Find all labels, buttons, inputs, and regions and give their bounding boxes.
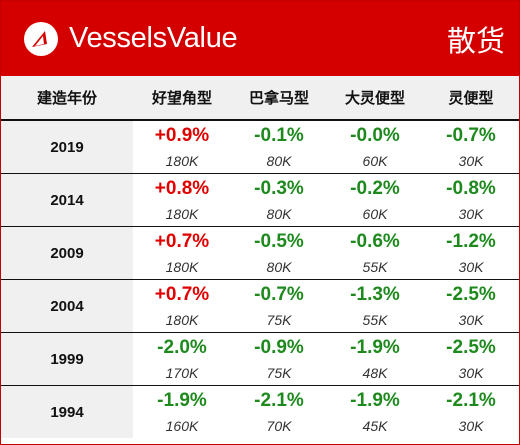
table-row: 2014 +0.8% -0.3% -0.2% -0.8% [1,174,519,227]
table-row: 1994 -1.9% -2.1% -1.9% -2.1% [1,386,519,438]
value-change-cell: -1.9% [350,389,400,411]
build-year-cell: 1999 [1,333,133,386]
column-header-handysize: 灵便型 [423,76,519,121]
vessel-size-cell: 55K [327,308,423,333]
vessel-size-cell: 30K [423,149,519,174]
brand-name: VesselsValue [69,22,238,54]
value-change-cell: -1.9% [350,336,400,358]
column-header-capesize: 好望角型 [133,76,231,121]
table-row-size: 170K 75K 48K 30K [1,361,519,386]
vessel-size-cell: 180K [133,308,231,333]
value-change-cell: -0.2% [350,177,400,199]
value-change-cell: -0.7% [446,124,496,146]
vessel-size-cell: 30K [458,418,484,434]
table-row-size: 180K 80K 60K 30K [1,202,519,227]
table-row-size: 180K 75K 55K 30K [1,308,519,333]
value-change-cell: -0.1% [254,124,304,146]
vessel-size-cell: 30K [423,255,519,280]
vessel-size-cell: 60K [327,149,423,174]
value-table: 建造年份 好望角型 巴拿马型 大灵便型 灵便型 2019 +0.9% -0.1% -0… [1,76,519,438]
value-change-cell: -1.9% [157,389,207,411]
table-header-row: 建造年份 好望角型 巴拿马型 大灵便型 灵便型 [1,76,519,121]
vessel-size-cell: 30K [423,361,519,386]
vessel-size-cell: 55K [327,255,423,280]
vessel-size-cell: 75K [231,308,327,333]
vessel-size-cell: 80K [231,202,327,227]
table-row-size: 180K 80K 55K 30K [1,255,519,280]
vessel-size-cell: 30K [423,308,519,333]
table-row: 2009 +0.7% -0.5% -0.6% -1.2% [1,227,519,280]
header-bar: VesselsValue 散货 [1,1,519,76]
value-change-cell: +0.9% [154,124,210,146]
vessel-size-cell: 48K [327,361,423,386]
column-header-build-year: 建造年份 [1,76,133,121]
vessel-size-cell: 180K [133,255,231,280]
value-change-cell: -2.0% [157,336,207,358]
build-year-cell: 2014 [1,174,133,227]
vessel-size-cell: 180K [133,202,231,227]
table-row-size: 180K 80K 60K 30K [1,149,519,174]
value-change-cell: -1.3% [350,283,400,305]
column-header-panamax: 巴拿马型 [231,76,327,121]
vessel-size-cell: 60K [327,202,423,227]
value-change-cell: -0.0% [350,124,400,146]
build-year-cell: 2009 [1,227,133,280]
value-change-cell: +0.7% [154,230,210,252]
build-year-cell: 2004 [1,280,133,333]
brand-logo: VesselsValue [23,21,238,57]
value-change-cell: -2.1% [446,389,496,411]
vesselsvalue-logo-icon [24,21,58,56]
value-change-cell: -0.3% [254,177,304,199]
value-change-cell: -2.5% [446,336,496,358]
table-row: 2019 +0.9% -0.1% -0.0% -0.7% [1,121,519,174]
vessel-size-cell: 75K [231,361,327,386]
value-change-cell: +0.8% [154,177,210,199]
table-row: 2004 +0.7% -0.7% -1.3% -2.5% [1,280,519,333]
value-change-cell: -0.5% [254,230,304,252]
column-header-supramax: 大灵便型 [327,76,423,121]
vessel-size-cell: 160K [165,418,199,434]
table-row: 1999 -2.0% -0.9% -1.9% -2.5% [1,333,519,386]
value-change-cell: -0.6% [350,230,400,252]
value-change-cell: -2.5% [446,283,496,305]
vessel-size-cell: 180K [133,149,231,174]
vessel-size-cell: 80K [231,149,327,174]
value-change-cell: -0.9% [254,336,304,358]
value-change-cell: -2.1% [254,389,304,411]
category-title: 散货 [446,25,505,58]
vessel-size-cell: 45K [362,418,388,434]
value-change-cell: -0.7% [254,283,304,305]
table-row-size: 160K 70K 45K 30K [1,414,519,438]
build-year-cell: 2019 [1,121,133,174]
build-year-cell: 1994 [1,386,133,438]
vessel-size-cell: 30K [423,202,519,227]
value-change-cell: +0.7% [154,283,210,305]
value-change-cell: -1.2% [446,230,496,252]
table-body: 2019 +0.9% -0.1% -0.0% -0.7% 180K 80K 60K 30K 201… [1,121,519,438]
value-change-cell: -0.8% [446,177,496,199]
vessel-size-cell: 70K [266,418,292,434]
vessel-size-cell: 80K [231,255,327,280]
vessel-size-cell: 170K [133,361,231,386]
